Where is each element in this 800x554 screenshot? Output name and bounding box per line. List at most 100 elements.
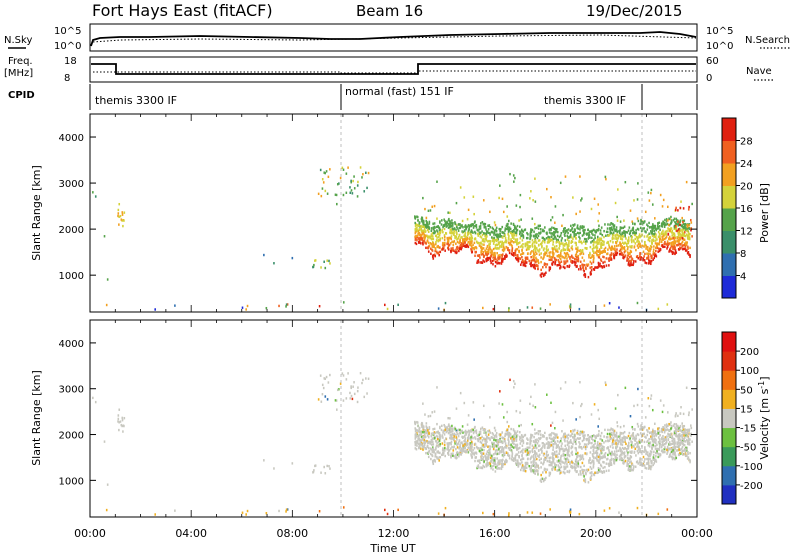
power-cell	[521, 239, 524, 242]
velocity-cell	[658, 445, 661, 449]
power-cell	[627, 254, 629, 257]
power-cell	[542, 236, 545, 240]
power-cell	[438, 232, 440, 236]
power-cell	[456, 225, 458, 229]
velocity-cell	[582, 473, 585, 477]
velocity-cell	[647, 397, 650, 400]
velocity-cell	[473, 453, 476, 456]
power-cell	[539, 228, 542, 231]
velocity-cell	[666, 450, 669, 454]
power-cell	[605, 264, 608, 267]
velocity-cell	[511, 441, 514, 445]
power-cell	[436, 229, 438, 232]
power-cell	[428, 222, 431, 225]
power-cell	[420, 234, 423, 237]
velocity-cell	[519, 436, 522, 440]
power-cell	[342, 168, 345, 171]
velocity-cell	[589, 441, 591, 445]
power-cell	[619, 234, 621, 238]
velocity-cell	[576, 437, 579, 440]
power-cell	[641, 227, 644, 230]
power-cell	[123, 211, 126, 214]
velocity-cell	[313, 469, 315, 472]
power-cell	[673, 217, 676, 220]
power-cell	[526, 236, 529, 240]
velocity-cell	[543, 467, 546, 471]
power-cell	[543, 237, 545, 241]
power-cell	[470, 249, 473, 252]
power-cell	[596, 235, 599, 239]
power-cell	[532, 255, 534, 258]
power-cell	[479, 242, 482, 245]
velocity-cell	[419, 442, 421, 445]
power-cell	[559, 264, 562, 267]
power-cell	[437, 252, 440, 255]
power-cell	[568, 242, 570, 245]
power-cell	[436, 250, 438, 254]
power-cell	[121, 213, 124, 216]
power-cell	[575, 241, 577, 245]
velocity-cell	[491, 456, 493, 459]
power-cell	[647, 234, 649, 237]
power-cell	[558, 260, 560, 264]
velocity-cell	[603, 461, 605, 464]
power-cell	[683, 228, 685, 232]
power-cell	[426, 228, 429, 232]
velocity-cell	[454, 440, 456, 443]
power-cell	[541, 236, 544, 240]
velocity-cell	[643, 432, 645, 435]
power-cell	[564, 175, 567, 178]
power-cell	[419, 238, 421, 242]
power-cell	[424, 241, 427, 245]
velocity-cell	[649, 454, 651, 458]
power-cell	[669, 238, 671, 241]
power-cell	[505, 241, 507, 244]
power-cell	[615, 226, 618, 229]
power-cell	[419, 242, 422, 245]
power-cell	[624, 233, 626, 237]
power-cell	[459, 186, 462, 189]
power-cell	[656, 242, 658, 245]
velocity-cell	[552, 432, 555, 435]
velocity-cell	[439, 456, 442, 459]
power-cell	[363, 190, 366, 193]
velocity-cell	[544, 468, 547, 471]
power-cell	[572, 230, 574, 234]
power-cell	[686, 223, 689, 227]
power-cell	[323, 260, 325, 263]
velocity-cell	[551, 431, 553, 435]
power-cell	[556, 264, 559, 267]
power-cell	[454, 221, 456, 224]
power-cell	[628, 264, 631, 267]
power-cell	[666, 240, 669, 243]
power-cell	[471, 230, 473, 233]
power-cell	[433, 229, 436, 233]
power-cell	[580, 199, 582, 202]
velocity-cell	[615, 450, 618, 453]
power-cell	[451, 219, 453, 222]
power-cell	[466, 218, 469, 221]
velocity-cell	[643, 460, 645, 463]
power-cell	[489, 248, 492, 251]
power-cell	[564, 256, 566, 260]
velocity-cell	[539, 437, 541, 441]
velocity-cell	[420, 439, 423, 442]
velocity-cell	[323, 377, 326, 380]
power-cell	[415, 223, 418, 227]
velocity-cell	[593, 473, 596, 477]
velocity-cell	[574, 440, 577, 444]
power-cell	[495, 243, 498, 246]
velocity-cell	[559, 439, 562, 443]
power-cell	[447, 244, 450, 248]
power-cell	[511, 247, 514, 250]
velocity-cell	[476, 465, 479, 468]
power-cell	[542, 239, 544, 243]
velocity-cell	[445, 426, 447, 430]
velocity-cell	[588, 461, 590, 464]
power-cell	[459, 240, 461, 243]
velocity-cell	[624, 440, 626, 443]
power-cell	[435, 239, 438, 242]
velocity-cell	[649, 450, 652, 453]
velocity-cell	[525, 453, 528, 457]
velocity-cell	[484, 457, 487, 460]
